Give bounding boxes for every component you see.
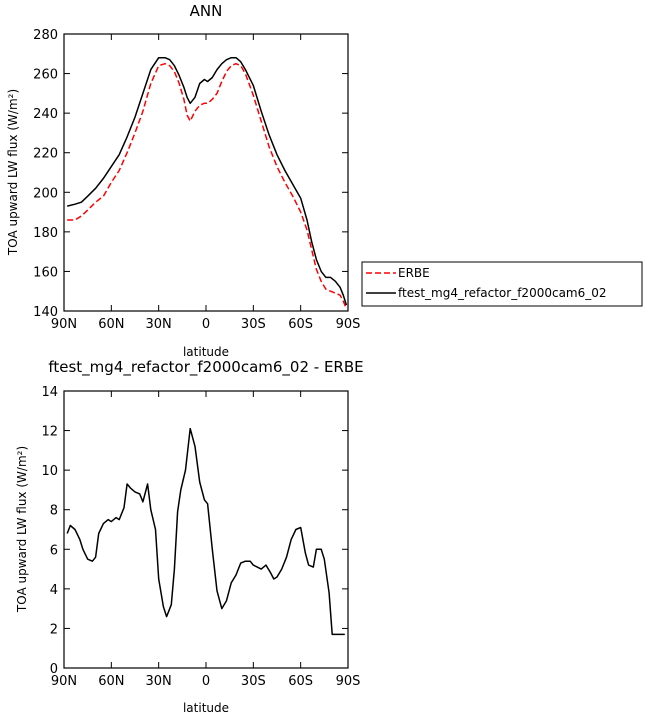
y-tick-label: 260: [33, 68, 58, 83]
y-tick-label: 240: [33, 107, 58, 122]
bottom-x-axis-label: latitude: [183, 701, 229, 715]
x-tick-label: 90N: [51, 317, 77, 332]
y-tick-label: 280: [33, 28, 58, 43]
legend: ERBE ftest_mg4_refactor_f2000cam6_02: [361, 261, 643, 307]
series-line-model: [67, 56, 348, 306]
top-panel: ANN 90N 60N 30N 0 30S 60S 90S 140 160 180 200 220 24…: [6, 2, 643, 359]
x-tick-label: 60N: [98, 317, 124, 332]
y-tick-label: 8: [50, 504, 58, 519]
x-tick-label: 30N: [146, 317, 172, 332]
bottom-chart-title: ftest_mg4_refactor_f2000cam6_02 - ERBE: [48, 358, 363, 377]
x-tick-label: 90S: [336, 674, 361, 689]
top-plot-frame: [63, 33, 349, 312]
y-tick-label: 220: [33, 147, 58, 162]
y-tick-label: 10: [41, 464, 58, 479]
top-x-axis-label: latitude: [183, 345, 229, 359]
x-tick-label: 60S: [288, 674, 313, 689]
y-tick-label: 2: [50, 622, 58, 637]
top-series-lines: [67, 56, 348, 310]
y-tick-label: 160: [33, 265, 58, 280]
bottom-plot-frame: [63, 390, 349, 669]
x-tick-label: 90S: [336, 317, 361, 332]
y-tick-label: 6: [50, 543, 58, 558]
top-y-axis-label: TOA upward LW flux (W/m²): [6, 89, 20, 256]
y-tick-label: 180: [33, 226, 58, 241]
legend-label-model: ftest_mg4_refactor_f2000cam6_02: [398, 286, 607, 300]
legend-label-erbe: ERBE: [398, 266, 430, 280]
x-tick-label: 0: [202, 674, 210, 689]
series-line-erbe: [67, 62, 348, 310]
legend-box: [361, 261, 643, 307]
x-tick-label: 60N: [98, 674, 124, 689]
top-ticks: 90N 60N 30N 0 30S 60S 90S 140 160 180 200 220 240 260…: [33, 28, 360, 332]
x-tick-label: 0: [202, 317, 210, 332]
bottom-series-lines: [66, 427, 345, 636]
y-tick-label: 12: [41, 425, 58, 440]
y-tick-label: 14: [41, 385, 58, 400]
x-tick-label: 60S: [288, 317, 313, 332]
series-line-difference: [66, 427, 345, 636]
y-tick-label: 200: [33, 186, 58, 201]
bottom-y-axis-label: TOA upward LW flux (W/m²): [15, 446, 29, 613]
x-tick-label: 30N: [146, 674, 172, 689]
x-tick-label: 30S: [241, 674, 266, 689]
bottom-ticks: 90N 60N 30N 0 30S 60S 90S 0 2 4 6 8 10 12 14: [41, 385, 360, 689]
x-tick-label: 30S: [241, 317, 266, 332]
y-tick-label: 4: [50, 583, 58, 598]
x-tick-label: 90N: [51, 674, 77, 689]
top-chart-title: ANN: [190, 2, 223, 20]
y-tick-label: 140: [33, 305, 58, 320]
bottom-panel: ftest_mg4_refactor_f2000cam6_02 - ERBE 9…: [15, 358, 364, 715]
y-tick-label: 0: [50, 662, 58, 677]
